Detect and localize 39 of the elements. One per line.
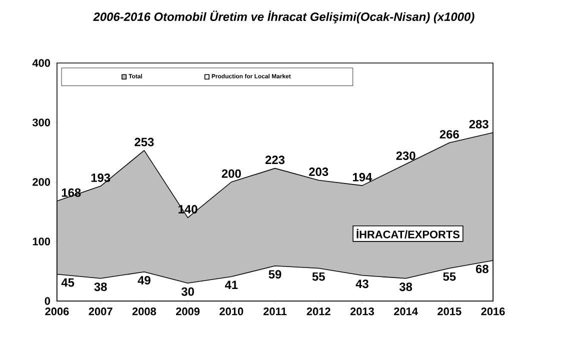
data-label: 266 xyxy=(440,130,459,139)
y-tick-label: 0 xyxy=(44,297,50,305)
data-label: 45 xyxy=(61,278,74,287)
data-label: 194 xyxy=(352,172,372,182)
data-label: 223 xyxy=(265,156,285,164)
x-tick-label: 2009 xyxy=(176,308,200,316)
data-label: 49 xyxy=(138,276,150,284)
x-tick-label: 2008 xyxy=(132,308,156,316)
data-label: 193 xyxy=(91,174,110,182)
data-label: 283 xyxy=(469,120,488,128)
x-tick-label: 2014 xyxy=(394,308,418,316)
y-tick-label: 300 xyxy=(32,118,50,126)
data-label: 30 xyxy=(181,287,194,296)
x-tick-label: 2010 xyxy=(220,308,244,316)
x-tick-label: 2011 xyxy=(263,308,287,316)
data-label: 203 xyxy=(309,168,328,176)
data-label: 200 xyxy=(222,169,241,178)
data-label: 38 xyxy=(94,282,107,292)
x-tick-label: 2015 xyxy=(438,308,462,316)
data-label: 253 xyxy=(134,138,154,146)
y-tick-label: 200 xyxy=(32,178,50,186)
x-tick-label: 2006 xyxy=(45,308,69,316)
data-label: 230 xyxy=(396,151,416,160)
x-tick-label: 2013 xyxy=(350,308,374,316)
data-label: 38 xyxy=(399,282,412,292)
data-label: 59 xyxy=(268,270,282,279)
annotation: İHRACAT/EXPORTS xyxy=(356,228,460,238)
y-tick-label: 100 xyxy=(32,238,50,246)
data-label: 55 xyxy=(312,272,325,281)
data-label: 55 xyxy=(443,272,456,281)
chart-title: 2006-2016 Otomobil Üretim ve İhracat Gelişimi(Ocak-Nisan) (x1000) xyxy=(93,10,474,24)
data-label: 168 xyxy=(62,188,81,197)
data-label: 68 xyxy=(476,264,488,274)
y-tick-label: 400 xyxy=(32,59,50,67)
x-tick-label: 2007 xyxy=(88,308,112,316)
x-tick-label: 2012 xyxy=(306,308,330,316)
data-label: 41 xyxy=(224,280,238,290)
x-tick-label: 2016 xyxy=(481,308,505,316)
data-label: 43 xyxy=(356,280,368,288)
